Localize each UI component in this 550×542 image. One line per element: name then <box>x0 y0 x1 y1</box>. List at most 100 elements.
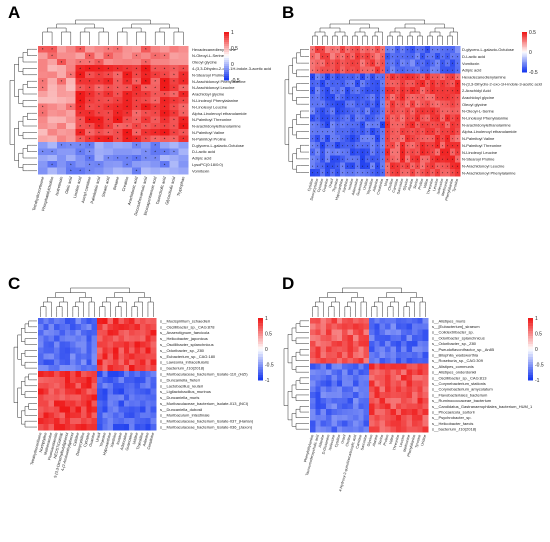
heatmap-cell <box>56 46 67 53</box>
column-tick-label: Inosine <box>116 432 123 445</box>
heatmap-cell <box>350 114 356 122</box>
heatmap-cell <box>107 329 114 336</box>
significance-mark: * <box>367 117 369 121</box>
significance-mark: * <box>98 111 100 116</box>
heatmap-cell <box>48 376 55 384</box>
colorbar-swatch <box>522 45 527 48</box>
significance-mark: * <box>352 62 354 66</box>
heatmap-cell <box>134 394 141 401</box>
heatmap-cell <box>159 97 170 104</box>
heatmap-cell <box>410 100 416 108</box>
heatmap-cell <box>59 318 66 325</box>
significance-mark: * <box>422 131 424 135</box>
heatmap-cell <box>66 122 76 130</box>
heatmap-cell <box>331 318 338 324</box>
heatmap-cell <box>123 376 130 384</box>
significance-mark: * <box>392 69 394 73</box>
significance-mark: * <box>367 76 369 80</box>
column-tick-label: Thymine <box>332 178 339 192</box>
heatmap-cell <box>440 80 446 88</box>
heatmap-cell <box>38 71 48 79</box>
heatmap-cell <box>123 329 130 336</box>
row-labels: s__Alistipes_muriss__[Eubacterium]_sirae… <box>432 318 533 431</box>
heatmap-cell <box>320 323 327 330</box>
heatmap-cell <box>370 59 376 67</box>
heatmap-cell <box>325 128 331 136</box>
heatmap-cell <box>315 318 322 324</box>
heatmap-cell <box>390 87 396 95</box>
heatmap-cell <box>113 46 123 53</box>
significance-mark: * <box>402 110 404 114</box>
heatmap-cell <box>320 403 327 410</box>
heatmap-cell <box>374 363 381 370</box>
heatmap-cell <box>345 114 351 122</box>
heatmap-cell <box>350 148 356 156</box>
significance-mark: * <box>154 105 156 110</box>
heatmap-cell <box>315 420 322 427</box>
heatmap-cell <box>94 161 104 168</box>
heatmap-cell <box>123 335 130 342</box>
significance-mark: * <box>437 110 439 114</box>
heatmap-cell <box>369 363 375 370</box>
significance-mark: * <box>387 165 389 169</box>
significance-mark: * <box>397 117 399 121</box>
heatmap-cell <box>145 424 151 431</box>
heatmap-cell <box>410 121 416 129</box>
heatmap-cell <box>103 103 114 111</box>
significance-mark: * <box>387 144 389 148</box>
heatmap-cell <box>94 52 104 60</box>
heatmap-cell <box>80 359 87 366</box>
heatmap-cell <box>118 318 125 325</box>
heatmap-cell <box>150 78 161 85</box>
heatmap-cell <box>75 58 86 66</box>
colorbar-swatch <box>528 318 533 321</box>
colorbar-swatch <box>522 37 527 39</box>
heatmap-cell <box>315 93 321 102</box>
significance-mark: * <box>352 96 354 100</box>
heatmap-cell <box>38 400 44 407</box>
column-tick-label: Thymidine <box>366 178 374 195</box>
heatmap-cell <box>48 400 55 407</box>
colorbar: 0.50-0.5 <box>522 30 538 76</box>
heatmap-cell <box>139 376 146 384</box>
column-tick-label: Threonine <box>426 178 434 195</box>
significance-mark: * <box>432 131 434 135</box>
heatmap-cell <box>340 141 346 149</box>
heatmap-cell <box>139 318 146 325</box>
heatmap-cell <box>395 380 402 387</box>
significance-mark: * <box>312 172 314 176</box>
heatmap-cell <box>410 73 416 81</box>
colorbar-swatch <box>224 46 229 49</box>
heatmap-cell <box>410 141 416 149</box>
heatmap-cell <box>54 382 60 390</box>
heatmap-cell <box>97 400 103 407</box>
significance-mark: * <box>107 137 109 142</box>
heatmap-cell <box>379 380 386 387</box>
heatmap-cell <box>363 420 370 427</box>
heatmap-cell <box>369 329 375 336</box>
heatmap-cell <box>122 129 133 136</box>
significance-mark: * <box>126 111 128 116</box>
heatmap-cell <box>122 84 133 92</box>
significance-mark: * <box>117 79 119 84</box>
heatmap-cell <box>369 386 375 393</box>
heatmap-cell <box>320 357 327 364</box>
significance-mark: * <box>347 151 349 155</box>
row-tick-label: s__Alistipes_communis <box>432 364 474 369</box>
significance-mark: * <box>89 66 91 71</box>
significance-mark: * <box>387 117 389 121</box>
significance-mark: * <box>107 105 109 110</box>
heatmap-cell <box>315 357 322 364</box>
heatmap-cell <box>342 403 348 410</box>
heatmap-cell <box>129 418 135 425</box>
heatmap-cell <box>390 363 397 370</box>
significance-mark: * <box>332 137 334 141</box>
significance-mark: * <box>452 83 454 87</box>
heatmap-cell <box>320 363 327 370</box>
heatmap-cell <box>385 100 391 108</box>
heatmap-cell <box>365 148 371 156</box>
column-tick-label: Isotretinoin <box>54 176 64 196</box>
heatmap-cell <box>64 365 71 372</box>
significance-mark: * <box>367 124 369 128</box>
heatmap-cell <box>336 346 343 353</box>
